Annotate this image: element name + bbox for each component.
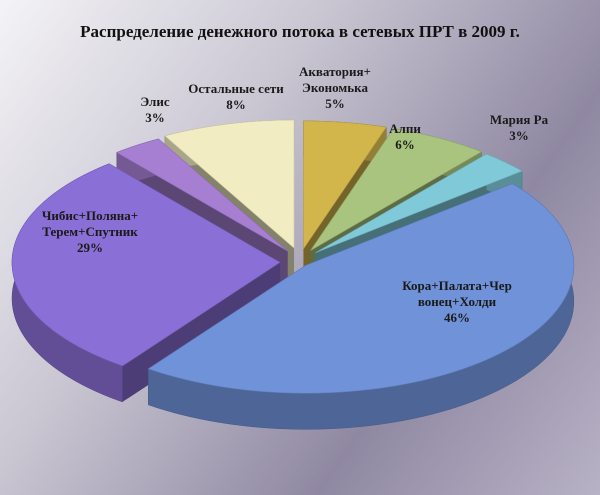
slice-label: Элис 3% (140, 94, 169, 126)
slice (303, 120, 387, 250)
value-label: 29% (77, 240, 103, 255)
slice (315, 153, 523, 253)
category-label: Алпи (389, 121, 421, 136)
value-label: 46% (444, 310, 470, 325)
slice (11, 163, 281, 367)
slice-label: Остальные сети 8% (188, 81, 283, 113)
value-label: 3% (509, 128, 529, 143)
value-label: 3% (145, 110, 165, 125)
slice (310, 128, 483, 251)
slice (147, 183, 575, 394)
slice-label: Акватория+ Экономька 5% (299, 64, 371, 112)
value-label: 5% (325, 96, 345, 111)
slice-label: Кора+Палата+Чер вонец+Холди 46% (402, 278, 512, 326)
slice-label: Чибис+Поляна+ Терем+Спутник 29% (42, 208, 138, 256)
slice-label: Алпи 6% (389, 121, 421, 153)
chart-title: Распределение денежного потока в сетевых… (80, 22, 520, 41)
category-label: Акватория+ Экономька (299, 64, 371, 95)
slice (116, 138, 288, 252)
category-label: Чибис+Поляна+ Терем+Спутник (41, 208, 139, 239)
category-label: Остальные сети (188, 81, 284, 96)
value-label: 6% (395, 137, 415, 152)
category-label: Кора+Палата+Чер вонец+Холди (402, 278, 512, 309)
slice (164, 119, 295, 249)
category-label: Мария Ра (489, 112, 549, 127)
value-label: 8% (226, 97, 246, 112)
category-label: Элис (140, 94, 170, 109)
slice-label: Мария Ра 3% (490, 112, 548, 144)
